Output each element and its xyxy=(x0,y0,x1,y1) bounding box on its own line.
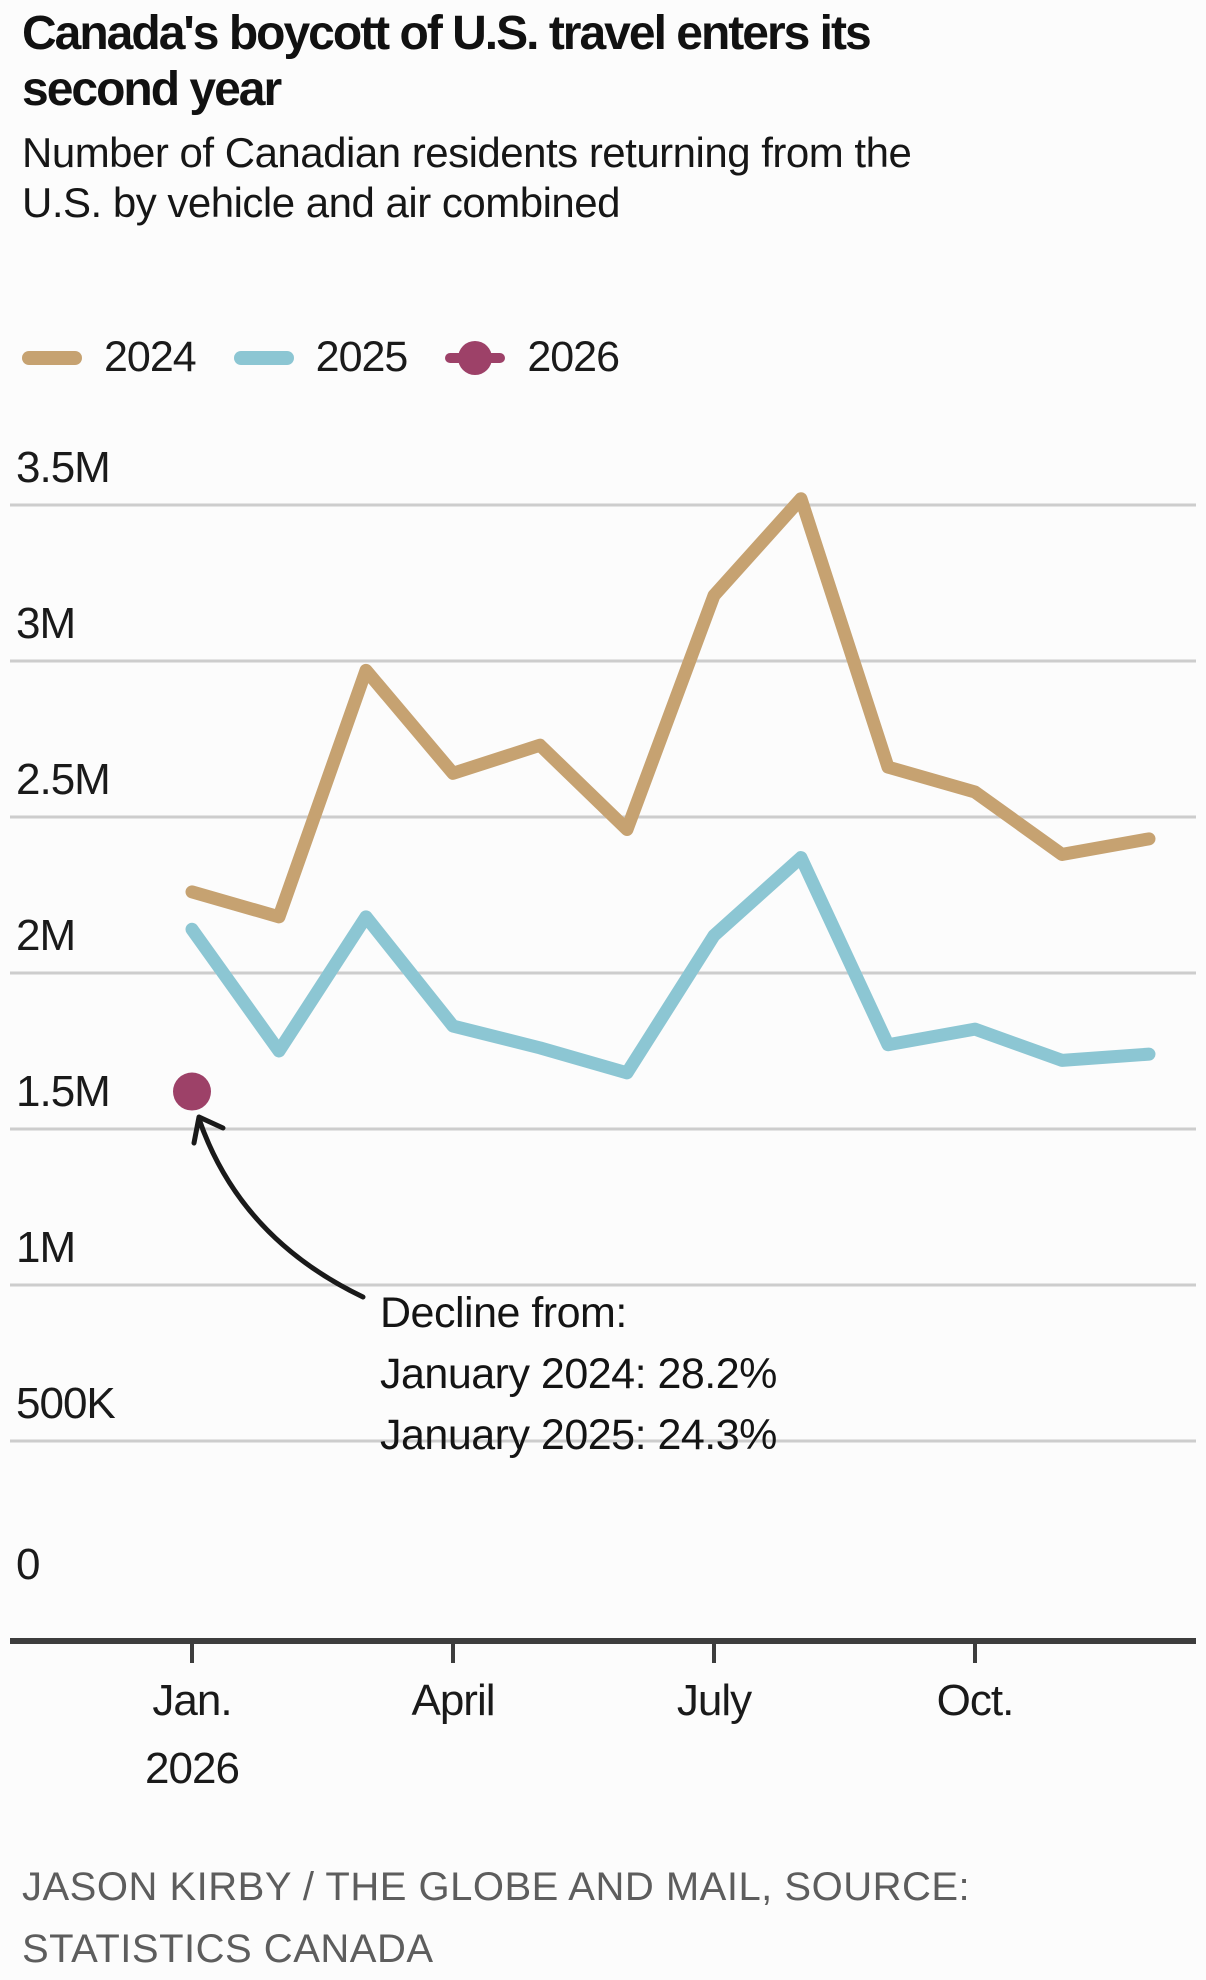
y-axis-label: 2.5M xyxy=(16,755,111,804)
series-point-2026 xyxy=(173,1072,211,1111)
chart-plot-area xyxy=(10,492,1196,1663)
x-axis-label: Jan. xyxy=(152,1676,232,1725)
y-axis-label: 500K xyxy=(16,1379,116,1428)
gridlines xyxy=(10,503,1196,1443)
legend-label: 2026 xyxy=(527,333,620,381)
y-axis-label: 0 xyxy=(16,1540,41,1589)
source-credit: JASON KIRBY / THE GLOBE AND MAIL, SOURCE… xyxy=(22,1865,971,1971)
page-title: Canada's boycott of U.S. travel enters i… xyxy=(22,7,872,117)
chart-subtitle: Number of Canadian residents returning f… xyxy=(22,129,912,227)
annotation-line: January 2024: 28.2% xyxy=(380,1350,777,1398)
legend-item-2024: 2024 xyxy=(22,333,197,382)
legend-item-2026: 2026 xyxy=(445,333,620,382)
y-axis-label: 2M xyxy=(16,911,76,960)
legend-line-marker-icon xyxy=(22,350,82,365)
series-line-2025 xyxy=(185,851,1156,1080)
x-axis-label: July xyxy=(676,1676,752,1725)
series-line-2024 xyxy=(185,492,1156,924)
y-axis-label: 3.5M xyxy=(16,443,111,492)
y-axis-label: 1M xyxy=(16,1223,76,1272)
x-axis-label: Oct. xyxy=(936,1676,1015,1725)
chart-legend: 2024 2025 2026 xyxy=(22,333,620,382)
legend-label: 2025 xyxy=(315,333,409,381)
y-axis-label: 3M xyxy=(16,599,76,648)
y-axis-label: 1.5M xyxy=(16,1067,111,1116)
x-axis-label: April xyxy=(411,1676,495,1725)
x-axis-ticks xyxy=(190,1641,977,1663)
legend-line-marker-icon xyxy=(233,350,294,365)
data-series xyxy=(173,492,1156,1111)
annotation-callout: Decline from: January 2024: 28.2% Januar… xyxy=(380,1283,777,1466)
legend-label: 2024 xyxy=(104,333,197,381)
x-axis-year-sublabel: 2026 xyxy=(145,1744,240,1793)
annotation-line: Decline from: xyxy=(380,1289,627,1337)
legend-dot-marker-icon xyxy=(445,339,506,377)
legend-item-2025: 2025 xyxy=(233,333,409,382)
legend-marker-dot xyxy=(458,340,493,375)
annotation-line: January 2025: 24.3% xyxy=(380,1411,777,1459)
annotation-arrow xyxy=(191,1114,366,1300)
